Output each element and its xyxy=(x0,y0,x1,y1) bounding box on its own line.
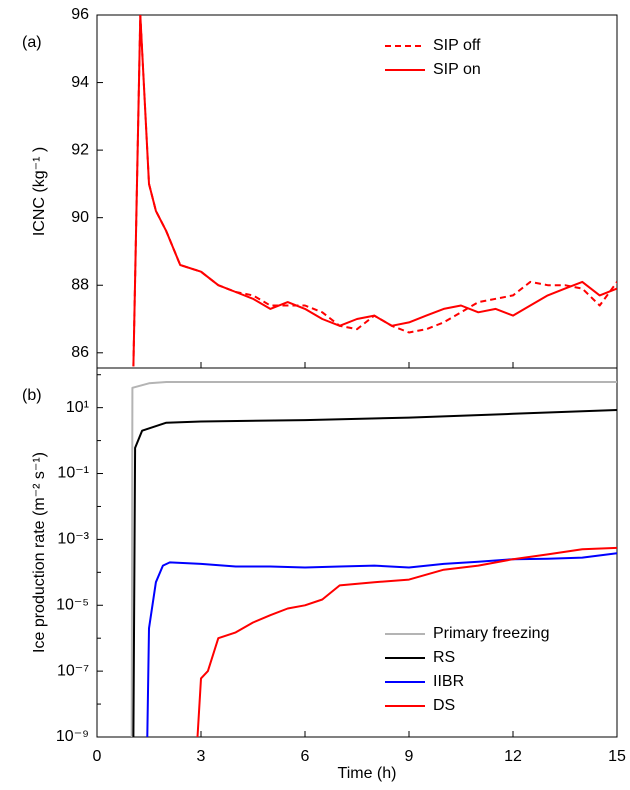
y-tick-label: 10⁻⁹ xyxy=(56,728,89,745)
x-tick-label: 12 xyxy=(504,748,522,765)
series-line xyxy=(196,546,617,737)
series-line xyxy=(132,15,617,367)
y-tick-label: 10⁻³ xyxy=(57,531,89,548)
x-tick-label: 0 xyxy=(93,748,102,765)
legend-label: DS xyxy=(433,697,455,714)
y-tick-label: 10¹ xyxy=(66,399,89,416)
y-tick-label: 90 xyxy=(71,209,89,226)
legend-label: IIBR xyxy=(433,673,464,690)
y-tick-label: 10⁻¹ xyxy=(57,465,89,482)
y-axis-label: ICNC (kg⁻¹ ) xyxy=(31,147,48,236)
y-tick-label: 96 xyxy=(71,6,89,23)
x-tick-label: 3 xyxy=(197,748,206,765)
y-tick-label: 94 xyxy=(71,74,89,91)
y-tick-label: 10⁻⁷ xyxy=(57,662,89,679)
legend-label: Primary freezing xyxy=(433,625,549,642)
series-line xyxy=(132,409,617,737)
series-group xyxy=(132,15,617,367)
y-tick-label: 10⁻⁵ xyxy=(56,596,89,613)
x-tick-label: 9 xyxy=(405,748,414,765)
legend-label: RS xyxy=(433,649,455,666)
legend-label: SIP off xyxy=(433,37,481,54)
x-axis-label: Time (h) xyxy=(338,765,397,782)
y-tick-label: 92 xyxy=(71,141,89,158)
y-tick-label: 88 xyxy=(71,276,89,293)
series-group xyxy=(130,381,617,737)
panel-label: (b) xyxy=(22,387,42,404)
y-tick-label: 86 xyxy=(71,344,89,361)
series-line xyxy=(132,15,617,367)
plot-frame xyxy=(96,14,618,369)
legend-label: SIP on xyxy=(433,61,481,78)
panel-label: (a) xyxy=(22,34,42,51)
series-line xyxy=(130,381,617,737)
x-tick-label: 15 xyxy=(608,748,626,765)
x-tick-label: 6 xyxy=(301,748,310,765)
y-axis-label: Ice production rate (m⁻² s⁻¹) xyxy=(31,452,48,653)
plot-frame xyxy=(96,367,618,738)
